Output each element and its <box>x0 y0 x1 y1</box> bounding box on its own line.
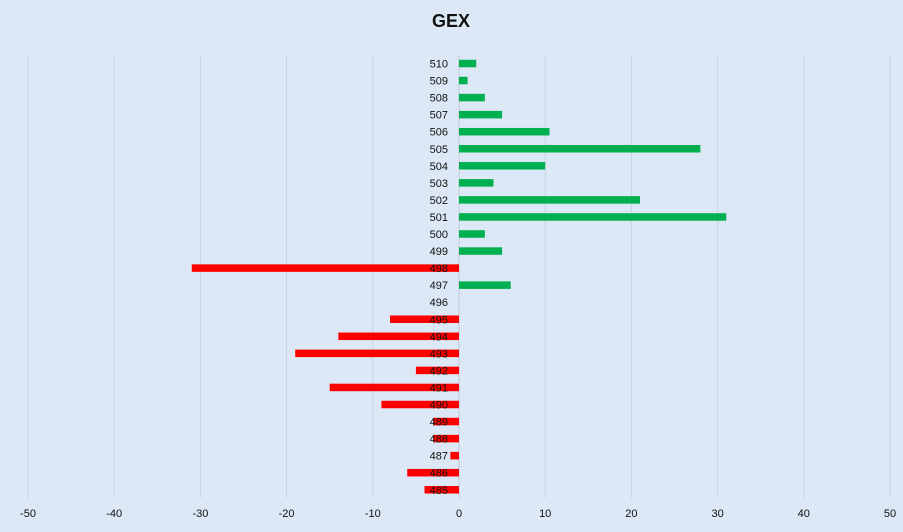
category-label: 492 <box>430 365 448 377</box>
x-tick-label: 30 <box>711 508 723 520</box>
bar <box>459 196 641 204</box>
chart-title: GEX <box>432 11 470 31</box>
bar <box>450 451 459 460</box>
x-tick-label: -20 <box>279 508 295 520</box>
category-label: 496 <box>430 297 448 309</box>
x-tick-label: 50 <box>884 508 896 520</box>
bar <box>459 162 546 170</box>
category-label: 509 <box>430 76 448 88</box>
bar <box>433 434 459 443</box>
bar <box>459 281 511 289</box>
x-tick-label: 40 <box>798 508 810 520</box>
bar <box>433 417 459 426</box>
category-label: 502 <box>430 195 448 207</box>
bar <box>390 315 459 323</box>
bar <box>381 400 459 409</box>
grid-lines <box>27 55 891 498</box>
bar <box>459 145 701 153</box>
category-label: 500 <box>430 229 448 241</box>
bar <box>338 332 459 341</box>
category-label: 506 <box>430 127 448 139</box>
category-label: 489 <box>430 417 448 429</box>
bar <box>459 179 494 187</box>
bar <box>459 110 503 119</box>
category-label: 498 <box>430 263 448 275</box>
category-labels: 510 509 508 507 506 505 504 503 502 501 500 499 498 4… <box>430 59 448 497</box>
bar <box>459 230 485 238</box>
bar <box>459 127 550 136</box>
x-tick-label: 0 <box>456 508 462 520</box>
x-tick-label: 10 <box>539 508 551 520</box>
bar <box>295 349 459 358</box>
category-label: 501 <box>430 212 448 224</box>
category-label: 495 <box>430 314 448 326</box>
x-axis-tick-labels: -50 -40 -30 -20 -10 0 10 20 30 40 50 <box>20 508 896 520</box>
bar <box>459 213 727 221</box>
bars <box>191 59 727 494</box>
category-label: 488 <box>430 434 448 446</box>
category-label: 503 <box>430 178 448 190</box>
category-label: 491 <box>430 382 448 394</box>
bar <box>459 76 468 85</box>
category-label: 499 <box>430 246 448 258</box>
x-tick-label: -40 <box>106 508 122 520</box>
bar <box>407 468 459 477</box>
category-label: 487 <box>430 451 448 463</box>
category-label: 505 <box>430 144 448 156</box>
bar <box>459 59 477 68</box>
bar <box>424 486 459 494</box>
category-label: 486 <box>430 468 448 480</box>
category-label: 493 <box>430 348 448 360</box>
bar <box>415 366 459 375</box>
category-label: 504 <box>430 161 448 173</box>
category-label: 497 <box>430 280 448 292</box>
category-label: 507 <box>430 110 448 122</box>
bar <box>329 383 459 392</box>
x-tick-label: -10 <box>365 508 381 520</box>
category-label: 510 <box>430 59 448 71</box>
bar <box>459 247 503 255</box>
category-label: 490 <box>430 400 448 412</box>
x-tick-label: 20 <box>625 508 637 520</box>
x-tick-label: -30 <box>192 508 208 520</box>
category-label: 494 <box>430 331 448 343</box>
category-label: 508 <box>430 93 448 105</box>
category-label: 485 <box>430 485 448 497</box>
x-tick-label: -50 <box>20 508 36 520</box>
bar <box>459 93 485 102</box>
bar <box>191 264 459 272</box>
